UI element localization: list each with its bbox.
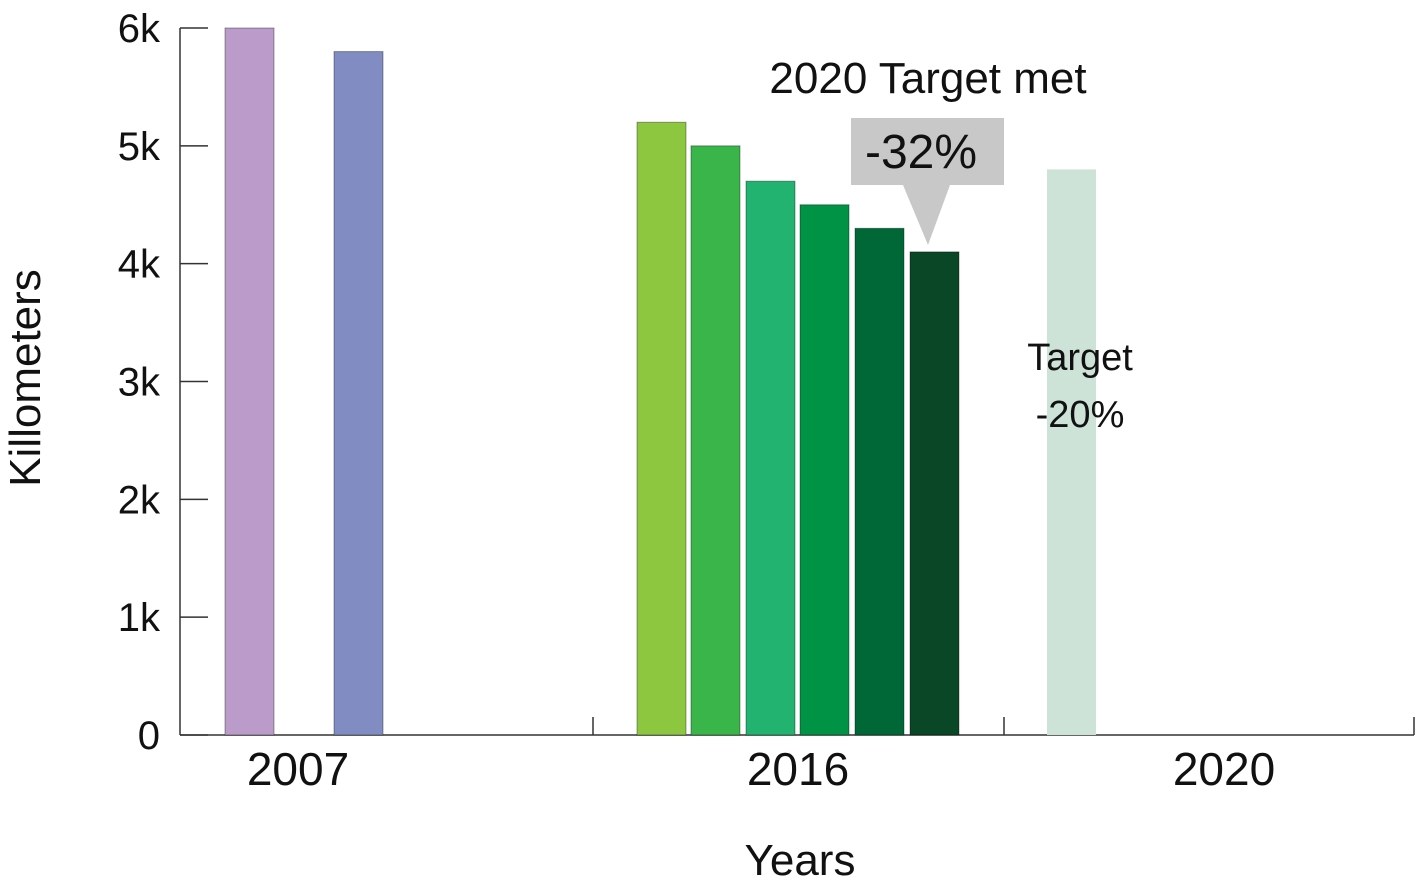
y-axis-title: Killometers (1, 269, 50, 487)
x-axis-ticks (592, 717, 1415, 735)
y-axis-ticks: 0 1k 2k 3k 4k 5k 6k (118, 7, 208, 758)
y-tick-label: 5k (118, 125, 161, 169)
x-tick-label-2020: 2020 (1173, 743, 1275, 795)
annotation-target-met-title: 2020 Target met (769, 54, 1086, 103)
x-tick-label-2007: 2007 (247, 743, 349, 795)
bar-2007-1 (224, 27, 275, 736)
annotation-target-value: -20% (1036, 394, 1125, 436)
y-tick-label: 0 (138, 714, 160, 758)
y-tick-label: 3k (118, 361, 161, 405)
bars-layer (224, 27, 1096, 736)
bar-2007-2 (333, 51, 384, 736)
bar-2016-5 (854, 227, 905, 736)
y-tick-label: 1k (118, 596, 161, 640)
annotation-callout-box (851, 118, 1004, 245)
y-tick-label: 2k (118, 478, 161, 522)
bar-2020-1 (1047, 169, 1096, 735)
bar-2016-4 (799, 204, 850, 736)
bar-2016-1 (636, 121, 687, 736)
annotation-target-met-value: -32% (865, 126, 977, 179)
x-tick-label-2016: 2016 (747, 743, 849, 795)
y-tick-label: 4k (118, 243, 161, 287)
x-axis-title: Years (745, 836, 856, 885)
bar-2016-2 (690, 145, 741, 736)
y-tick-label: 6k (118, 7, 161, 51)
bar-2016-3 (745, 180, 796, 736)
annotation-target-label: Target (1027, 337, 1133, 379)
bar-2016-6 (909, 251, 960, 736)
